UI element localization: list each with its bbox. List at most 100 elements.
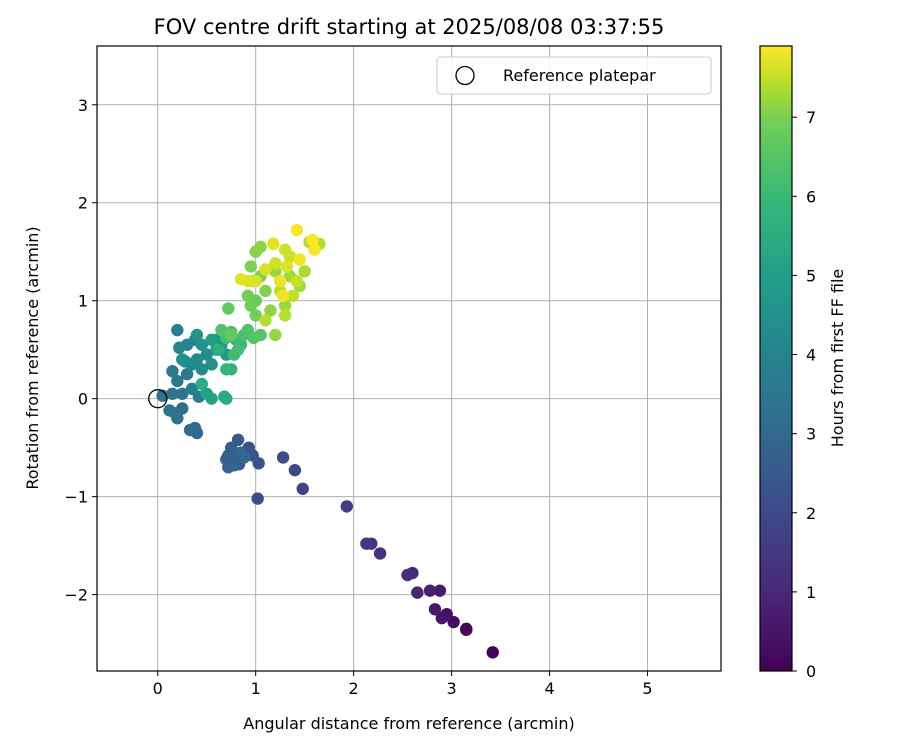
data-point (205, 358, 218, 371)
data-point (237, 451, 251, 464)
colorbar-tick-label: 7 (806, 108, 816, 127)
data-point (259, 284, 272, 298)
data-point (276, 451, 290, 464)
data-point (215, 323, 228, 337)
colorbar-tick-label: 6 (806, 187, 816, 206)
colorbar-tick-label: 3 (806, 425, 816, 444)
data-point (298, 265, 311, 278)
data-point (433, 584, 447, 597)
x-tick-label: 3 (447, 679, 457, 698)
data-point (411, 586, 424, 599)
data-point (163, 404, 176, 417)
legend-box (436, 56, 712, 95)
plot-frame (96, 45, 722, 672)
data-point (286, 289, 300, 303)
data-point (173, 341, 186, 354)
data-point (244, 260, 257, 273)
data-point (278, 299, 292, 312)
data-point (195, 338, 209, 351)
data-point (254, 328, 267, 342)
y-axis-ticks: −2 −1 0 1 2 3 (64, 96, 97, 605)
data-point (254, 240, 267, 254)
colorbar-tick-label: 4 (806, 346, 816, 365)
data-point (249, 309, 262, 322)
data-point (183, 423, 197, 437)
data-point (308, 243, 321, 256)
data-point (241, 289, 255, 303)
data-point (278, 243, 292, 256)
data-point (234, 272, 248, 286)
y-axis-label: Rotation from reference (arcmin) (23, 226, 42, 489)
chart-title: FOV centre drift starting at 2025/08/08 … (154, 15, 665, 39)
x-tick-label: 2 (349, 679, 359, 698)
data-point (293, 253, 306, 266)
data-point (290, 274, 304, 288)
data-point (171, 323, 184, 337)
data-point (269, 257, 282, 270)
y-tick-label: −2 (64, 586, 88, 605)
x-tick-label: 1 (251, 679, 261, 698)
data-point (195, 363, 209, 376)
x-tick-label: 4 (544, 679, 554, 698)
data-point (171, 374, 184, 388)
legend-entry-label: Reference platepar (503, 66, 656, 85)
x-tick-label: 0 (153, 679, 163, 698)
data-point (156, 389, 169, 402)
y-tick-label: −1 (64, 488, 88, 507)
x-axis-ticks: 0 1 2 3 4 5 (153, 671, 653, 698)
data-point (176, 353, 189, 366)
colorbar: 0 1 2 3 4 5 6 7 Hours from first FF file (759, 45, 847, 681)
legend: Reference platepar (436, 56, 712, 95)
data-point (227, 459, 241, 472)
data-point (200, 348, 213, 361)
colorbar-ticks: 0 1 2 3 4 5 6 7 (792, 108, 816, 681)
data-point (486, 646, 499, 659)
data-point (360, 537, 373, 550)
data-point (176, 387, 189, 400)
data-point (290, 223, 304, 237)
data-point (267, 237, 280, 251)
data-point (225, 328, 238, 342)
data-point (190, 328, 204, 342)
colorbar-tick-label: 2 (806, 504, 816, 523)
data-point (205, 333, 218, 347)
data-point (435, 611, 449, 625)
legend-marker-icon (455, 65, 475, 86)
data-point (185, 358, 199, 371)
data-point (259, 263, 272, 276)
data-point (166, 365, 179, 378)
data-point (280, 260, 294, 273)
data-point (251, 492, 264, 505)
data-point (244, 299, 257, 312)
colorbar-tick-label: 0 (806, 662, 816, 681)
data-point (222, 302, 235, 315)
data-point (278, 309, 292, 322)
data-point (428, 603, 442, 616)
reference-marker (148, 389, 168, 409)
data-point (180, 367, 194, 381)
data-point (220, 392, 233, 405)
data-point (264, 304, 277, 317)
y-tick-label: 1 (78, 292, 88, 311)
data-point (166, 387, 179, 400)
y-tick-label: 2 (78, 194, 88, 213)
data-point (296, 482, 309, 495)
data-point (212, 343, 225, 356)
scatter-points (156, 223, 499, 659)
data-point (195, 377, 209, 391)
data-point (220, 363, 233, 376)
data-point (288, 463, 302, 477)
data-point (269, 328, 282, 342)
colorbar-label: Hours from first FF file (828, 269, 847, 448)
data-point (276, 289, 290, 303)
reference-platepar-marker (148, 389, 168, 409)
colorbar-tick-label: 1 (806, 583, 816, 602)
data-point (231, 343, 245, 356)
x-axis-label: Angular distance from reference (arcmin) (243, 714, 574, 733)
data-point (423, 584, 437, 597)
y-tick-label: 3 (78, 96, 88, 115)
data-point (460, 623, 473, 637)
data-point (273, 274, 287, 288)
data-point (306, 233, 319, 247)
